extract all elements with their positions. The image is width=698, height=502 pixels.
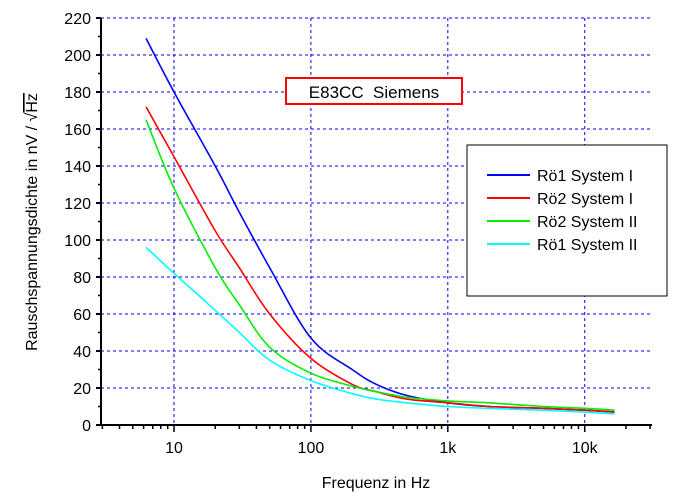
axes: 0 20 40 60 80 100 120 140 160 180 200 220 10 100 1k 10k [64, 11, 652, 457]
series-line [145, 246, 615, 415]
x-tick-label: 100 [298, 440, 325, 457]
legend-label: Rö1 System II [537, 237, 637, 254]
x-tick-label: 1k [439, 440, 457, 457]
series-lines [145, 37, 615, 415]
y-tick-label: 120 [64, 196, 91, 213]
svg-text:Rauschspannungsdichte in nV /: Rauschspannungsdichte in nV / √Hz [24, 93, 41, 351]
x-tick-label: 10 [165, 440, 183, 457]
y-tick-label: 40 [73, 344, 91, 361]
y-label-text: Rauschspannungsdichte in nV / [24, 121, 41, 350]
title-box: E83CC Siemens [285, 77, 463, 105]
y-tick-label: 20 [73, 381, 91, 398]
y-tick-label: 0 [82, 418, 91, 435]
x-tick-label: 10k [572, 440, 599, 457]
y-tick-label: 200 [64, 48, 91, 65]
legend-label: Rö2 System I [537, 191, 633, 208]
y-axis-label: Rauschspannungsdichte in nV / √Hz [24, 93, 41, 351]
y-tick-label: 60 [73, 307, 91, 324]
sqrt-sign: √ [24, 112, 41, 121]
y-tick-label: 80 [73, 270, 91, 287]
y-tick-label: 180 [64, 85, 91, 102]
y-tick-label: 160 [64, 122, 91, 139]
series-line [145, 119, 615, 411]
legend-label: Rö1 System I [537, 168, 633, 185]
y-tick-label: 220 [64, 11, 91, 28]
y-tick-label: 140 [64, 159, 91, 176]
legend-label: Rö2 System II [537, 214, 637, 231]
y-tick-label: 100 [64, 233, 91, 250]
y-label-unit: Hz [24, 93, 41, 113]
legend: Rö1 System I Rö2 System I Rö2 System II Rö1… [466, 144, 668, 297]
chart-title: E83CC Siemens [309, 83, 439, 102]
x-axis-label: Frequenz in Hz [322, 475, 431, 492]
